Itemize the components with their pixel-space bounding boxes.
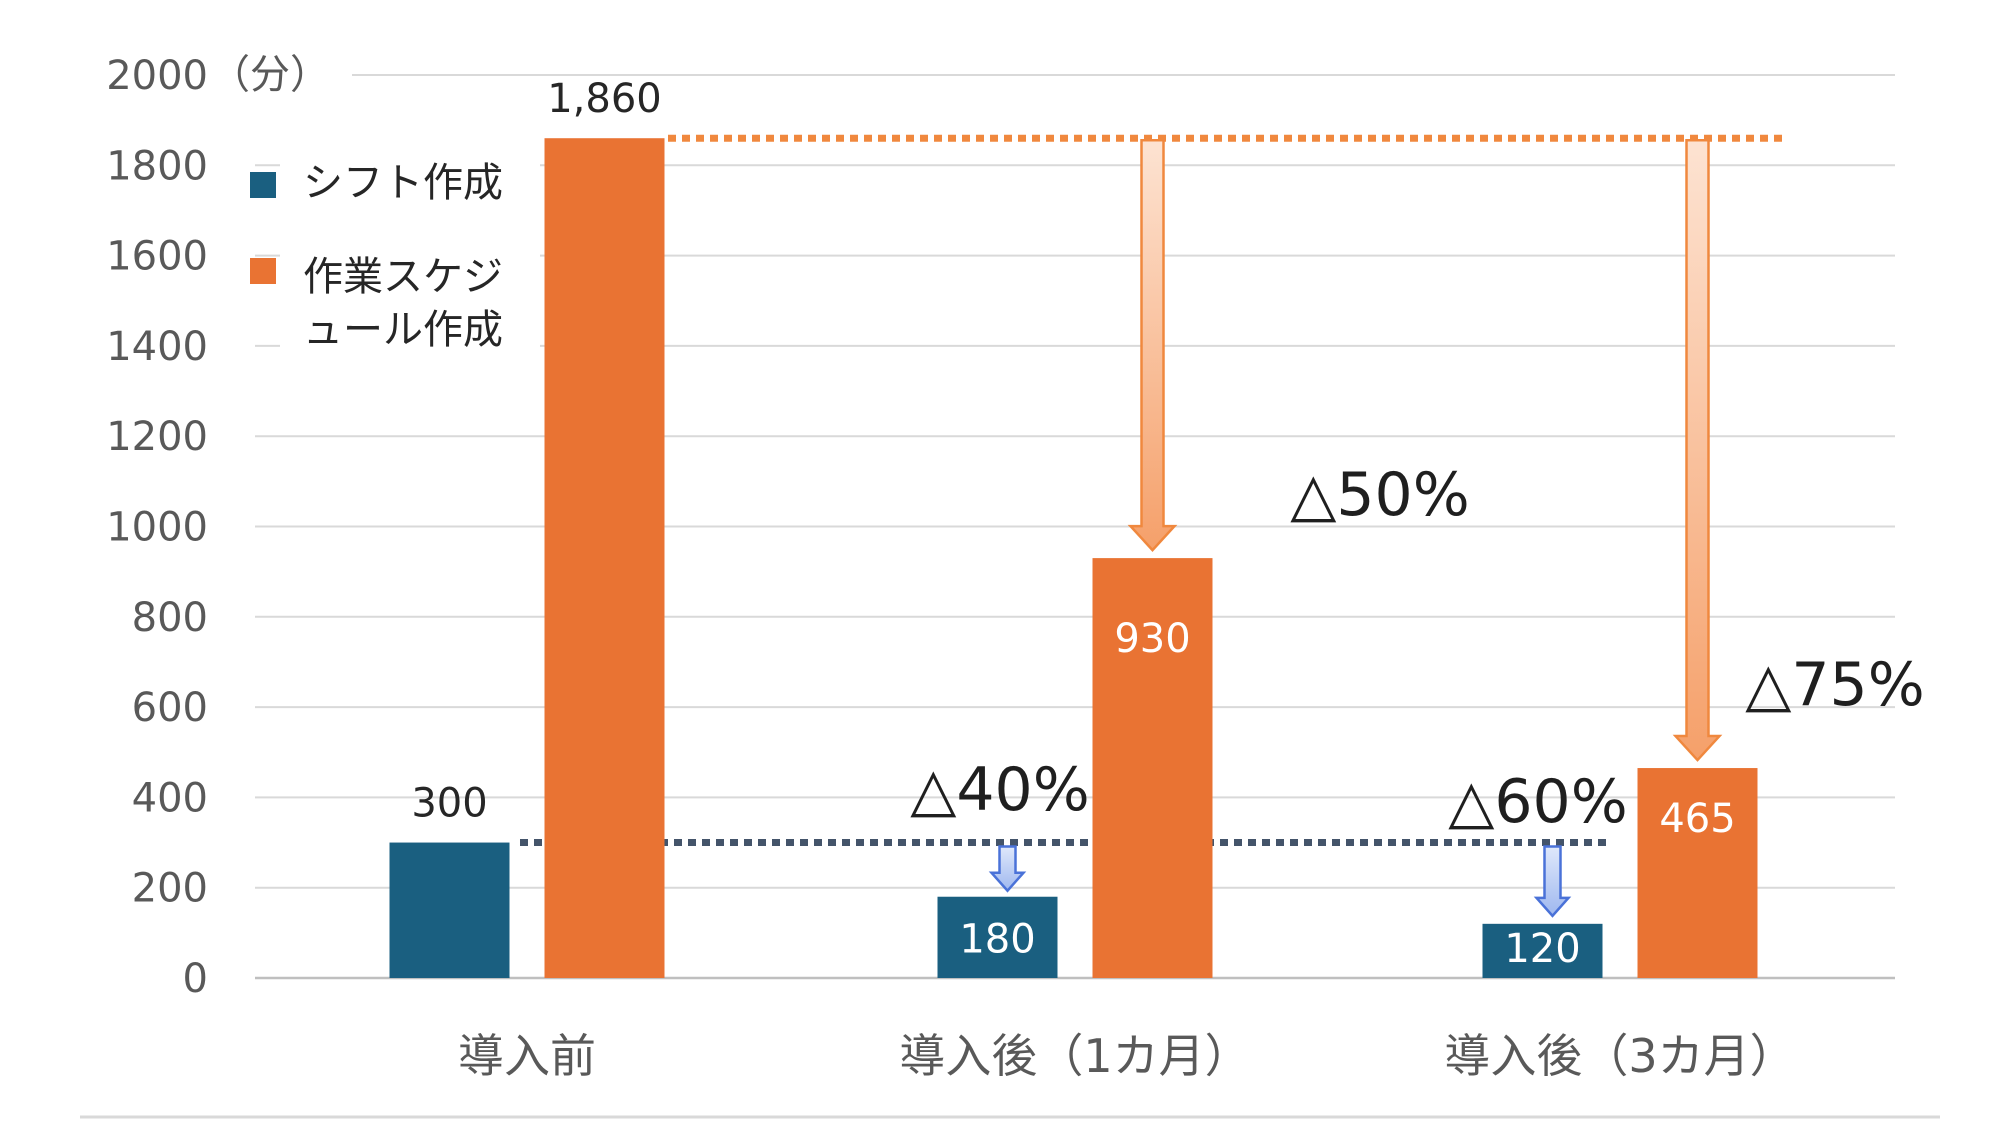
legend-swatch bbox=[250, 258, 276, 284]
y-tick-label: 800 bbox=[132, 595, 208, 641]
reduction-annotation: △75% bbox=[1745, 650, 1925, 720]
reference-lines bbox=[520, 134, 1785, 847]
gridlines bbox=[255, 74, 1895, 980]
reduction-annotations: △40% △60% △50% △75% bbox=[910, 460, 1925, 837]
value-label: 120 bbox=[1504, 926, 1580, 972]
y-tick-label: 1200 bbox=[106, 414, 208, 460]
reduction-annotation: △50% bbox=[1290, 460, 1470, 530]
value-label: 180 bbox=[959, 916, 1035, 962]
reduction-arrow bbox=[1533, 845, 1572, 918]
x-category-label: 導入後（1カ月） bbox=[899, 1029, 1250, 1083]
bar bbox=[1637, 768, 1758, 978]
x-category-label: 導入後（3カ月） bbox=[1444, 1029, 1795, 1083]
bar bbox=[1482, 923, 1603, 978]
legend-label: シフト作成 bbox=[303, 160, 503, 206]
reduction-arrow bbox=[1672, 138, 1723, 762]
legend-swatch bbox=[250, 172, 276, 198]
y-tick-label: 2000 bbox=[106, 53, 208, 99]
reduction-arrow bbox=[988, 845, 1027, 893]
y-tick-label: 400 bbox=[132, 775, 208, 821]
value-label: 465 bbox=[1659, 796, 1735, 842]
y-tick-label: 1800 bbox=[106, 143, 208, 189]
reduction-annotation: △60% bbox=[1448, 767, 1628, 837]
bar bbox=[1092, 558, 1213, 978]
x-category-label: 導入前 bbox=[458, 1029, 596, 1083]
value-label: 1,860 bbox=[547, 76, 662, 122]
y-tick-label: 1400 bbox=[106, 324, 208, 370]
y-axis-tick-labels: 0 200 400 600 800 1000 1200 1400 1600 1800 2000 bbox=[106, 53, 208, 1002]
bar bbox=[544, 138, 665, 978]
bar bbox=[937, 896, 1058, 978]
value-label: 930 bbox=[1114, 616, 1190, 662]
y-tick-label: 200 bbox=[132, 866, 208, 912]
y-tick-label: 600 bbox=[132, 685, 208, 731]
bars bbox=[389, 138, 1758, 978]
bar bbox=[389, 842, 510, 978]
reduction-arrow bbox=[1127, 138, 1178, 552]
reduction-arrows bbox=[988, 138, 1723, 918]
value-label: 300 bbox=[411, 781, 487, 827]
reduction-annotation: △40% bbox=[910, 755, 1090, 825]
value-labels: 300 180 120 1,860 930 465 bbox=[411, 76, 1735, 972]
y-tick-label: 1600 bbox=[106, 234, 208, 280]
y-tick-label: 0 bbox=[183, 956, 208, 1002]
legend-label: 作業スケジ bbox=[303, 254, 503, 300]
x-axis-category-labels: 導入前 導入後（1カ月） 導入後（3カ月） bbox=[458, 1029, 1796, 1083]
y-axis-unit-label: （分） bbox=[210, 52, 330, 98]
legend-label: ュール作成 bbox=[303, 307, 503, 353]
y-tick-label: 1000 bbox=[106, 505, 208, 551]
